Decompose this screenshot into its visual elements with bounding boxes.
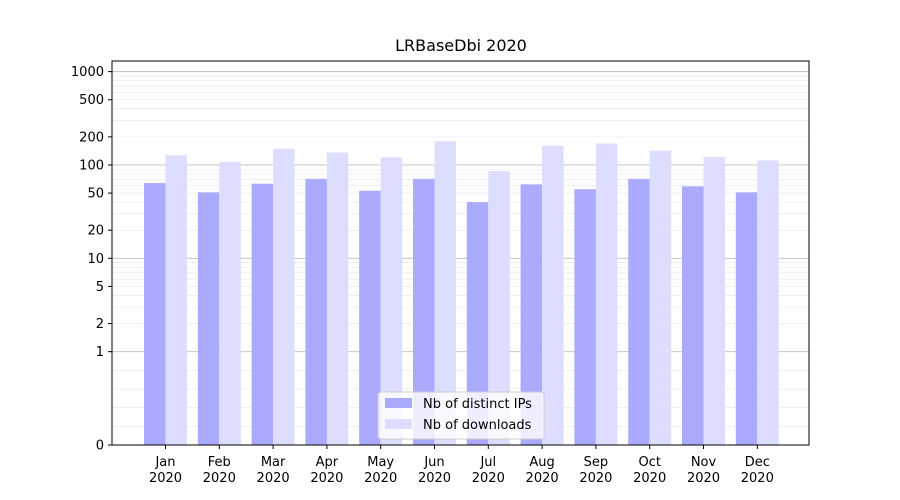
chart-title: LRBaseDbi 2020 [395,36,527,55]
bar-downloads [757,160,779,445]
bar-downloads [488,171,510,445]
y-tick-label: 2 [96,317,104,332]
bar-distinct-ips [682,186,704,445]
bar-distinct-ips [305,178,327,445]
x-tick-label-month: Sep [584,455,609,470]
y-tick-label: 500 [79,93,104,108]
x-tick-label-month: May [367,455,394,470]
x-tick-label-year: 2020 [149,471,182,486]
y-tick-label: 1000 [71,65,104,80]
x-tick-label-year: 2020 [633,471,666,486]
x-axis: Jan2020Feb2020Mar2020Apr2020May2020Jun20… [149,445,774,486]
x-tick-label-month: Jan [154,455,175,470]
bars [144,141,779,446]
bar-downloads [595,143,618,445]
x-tick-label-month: Aug [529,455,554,470]
bar-downloads [219,161,241,446]
y-tick-label: 100 [79,158,104,173]
x-tick-label-month: Dec [745,455,770,470]
legend: Nb of distinct IPs Nb of downloads [377,391,545,440]
x-tick-label-month: Nov [691,455,717,470]
bar-distinct-ips [735,192,758,445]
bar-downloads [380,157,403,445]
y-tick-label: 20 [87,224,104,239]
x-tick-label-year: 2020 [203,471,236,486]
legend-swatch-downloads [385,419,412,429]
x-tick-label-year: 2020 [472,471,505,486]
bar-downloads [434,141,456,445]
x-tick-label-year: 2020 [310,471,343,486]
bar-distinct-ips [359,190,381,445]
y-tick-label: 1 [96,345,104,360]
legend-label-downloads: Nb of downloads [423,418,532,433]
x-tick-label-month: Mar [261,455,286,470]
bar-downloads [165,155,187,446]
bar-distinct-ips [574,189,596,445]
bar-downloads [649,150,672,445]
x-tick-label-year: 2020 [579,471,612,486]
bar-distinct-ips [628,178,650,445]
bar-downloads [703,156,725,445]
bar-distinct-ips [466,202,489,445]
bar-distinct-ips [413,178,435,445]
y-tick-label: 0 [96,439,104,454]
x-tick-label-year: 2020 [257,471,290,486]
legend-box [377,391,545,440]
bar-distinct-ips [197,192,220,445]
x-tick-label-year: 2020 [741,471,774,486]
x-tick-label-year: 2020 [526,471,559,486]
y-tick-label: 5 [96,280,104,295]
legend-label-distinct-ips: Nb of distinct IPs [423,397,532,412]
y-tick-label: 200 [79,130,104,145]
x-tick-label-month: Oct [638,455,660,470]
x-tick-label-month: Jun [423,455,444,470]
plot-frame [111,60,810,446]
bar-distinct-ips [251,183,274,445]
y-tick-label: 10 [87,252,104,267]
x-tick-label-year: 2020 [687,471,720,486]
bar-downloads [326,152,349,445]
x-tick-label-month: Jul [479,455,496,470]
y-tick-label: 50 [87,187,104,202]
x-tick-label-month: Feb [208,455,231,470]
bar-downloads [542,145,564,446]
bar-distinct-ips [144,183,166,446]
x-tick-label-year: 2020 [418,471,451,486]
x-tick-label-year: 2020 [364,471,397,486]
y-axis: 0 1 2 5 10 20 50 100 200 500 1000 [71,65,112,454]
bar-distinct-ips [520,184,543,445]
legend-swatch-distinct-ips [385,398,412,408]
x-tick-label-month: Apr [316,455,339,470]
bar-downloads [273,148,295,446]
